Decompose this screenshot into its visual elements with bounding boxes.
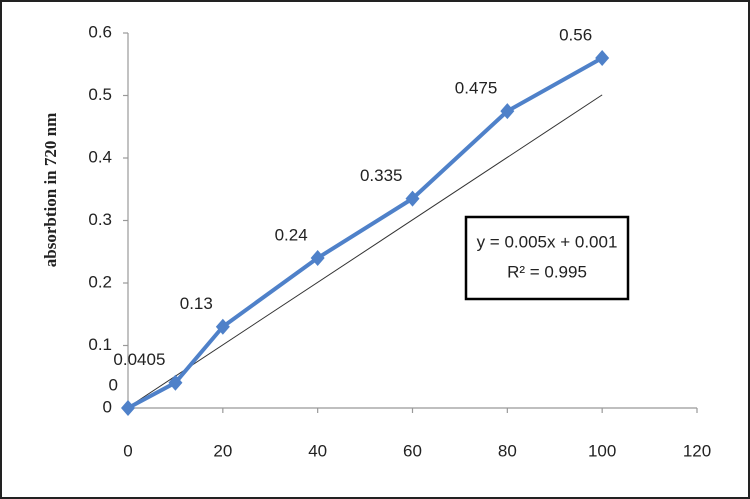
x-tick-label: 80 bbox=[498, 441, 517, 460]
y-tick-label: 0.3 bbox=[88, 210, 112, 229]
point-marker bbox=[215, 318, 230, 335]
y-tick-label: 0.4 bbox=[88, 147, 112, 166]
point-marker bbox=[500, 103, 515, 120]
point-marker bbox=[168, 374, 183, 391]
y-tick-label: 0 bbox=[103, 397, 112, 416]
trendline-equation: y = 0.005x + 0.001 bbox=[477, 232, 618, 251]
data-label: 0.56 bbox=[559, 25, 592, 44]
point-marker bbox=[310, 250, 325, 266]
data-label: 0.0405 bbox=[113, 350, 165, 369]
data-label: 0 bbox=[109, 375, 118, 394]
x-tick-label: 40 bbox=[308, 441, 327, 460]
y-tick-label: 0.2 bbox=[88, 272, 112, 291]
data-label: 0.24 bbox=[275, 225, 308, 244]
data-label: 0.335 bbox=[360, 166, 403, 185]
x-tick-label: 120 bbox=[683, 441, 711, 460]
trendline bbox=[127, 94, 603, 408]
point-marker bbox=[121, 400, 135, 416]
y-axis-label: absorbtion in 720 nm bbox=[41, 113, 60, 267]
point-marker bbox=[405, 190, 420, 207]
point-marker bbox=[595, 50, 610, 66]
x-tick-label: 0 bbox=[123, 441, 132, 460]
x-tick-label: 60 bbox=[403, 441, 422, 460]
y-tick-label: 0.5 bbox=[88, 85, 112, 104]
trendline-r2: R² = 0.995 bbox=[507, 262, 587, 281]
y-tick-label: 0.1 bbox=[88, 335, 112, 354]
y-tick-label: 0.6 bbox=[88, 22, 112, 41]
x-tick-label: 100 bbox=[588, 441, 616, 460]
data-label: 0.13 bbox=[180, 294, 213, 313]
equation-box bbox=[464, 215, 630, 301]
x-tick-label: 20 bbox=[213, 441, 232, 460]
data-label: 0.475 bbox=[455, 79, 498, 98]
